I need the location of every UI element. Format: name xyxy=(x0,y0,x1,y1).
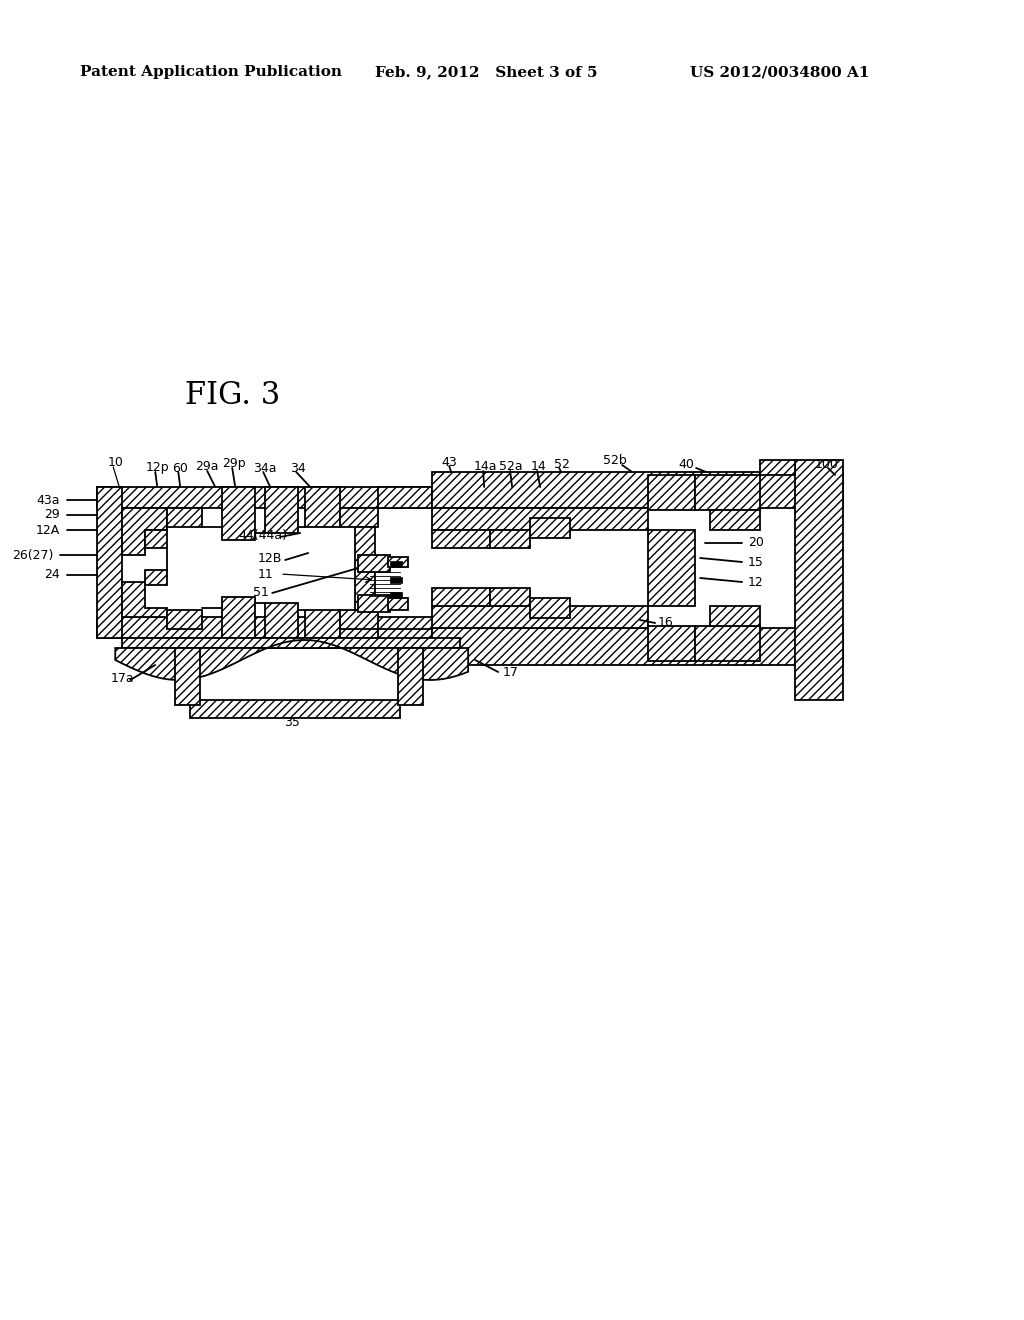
Polygon shape xyxy=(378,630,432,649)
Text: 52a: 52a xyxy=(499,461,523,474)
Polygon shape xyxy=(432,606,648,628)
Polygon shape xyxy=(432,587,490,606)
Polygon shape xyxy=(398,648,423,705)
Polygon shape xyxy=(122,582,167,616)
Polygon shape xyxy=(305,487,340,527)
Text: 29a: 29a xyxy=(196,461,219,474)
Polygon shape xyxy=(530,517,570,539)
Polygon shape xyxy=(432,628,843,665)
Text: 60: 60 xyxy=(172,462,188,474)
Polygon shape xyxy=(122,508,167,554)
Polygon shape xyxy=(222,597,255,638)
Text: 12A: 12A xyxy=(36,524,60,536)
Polygon shape xyxy=(490,587,530,606)
Polygon shape xyxy=(358,595,390,612)
Polygon shape xyxy=(167,508,203,527)
Polygon shape xyxy=(190,700,400,718)
Polygon shape xyxy=(265,603,298,638)
Text: 14: 14 xyxy=(531,461,547,474)
Text: FIG. 3: FIG. 3 xyxy=(185,380,281,411)
Polygon shape xyxy=(340,610,378,630)
Polygon shape xyxy=(490,531,530,548)
Polygon shape xyxy=(305,610,340,638)
Text: 34a: 34a xyxy=(253,462,276,474)
Polygon shape xyxy=(388,557,409,568)
Text: 16: 16 xyxy=(658,616,674,630)
Text: US 2012/0034800 A1: US 2012/0034800 A1 xyxy=(690,65,869,79)
Polygon shape xyxy=(432,531,490,548)
Text: 20: 20 xyxy=(749,536,764,549)
Text: 40: 40 xyxy=(678,458,694,470)
Text: 51: 51 xyxy=(253,586,269,598)
Polygon shape xyxy=(97,487,485,508)
Polygon shape xyxy=(695,626,760,661)
Polygon shape xyxy=(145,570,167,585)
Polygon shape xyxy=(355,527,375,610)
Text: 29p: 29p xyxy=(222,458,246,470)
Text: 100: 100 xyxy=(815,458,839,470)
Polygon shape xyxy=(97,616,485,638)
Text: 17a: 17a xyxy=(111,672,134,685)
Text: 26(27): 26(27) xyxy=(12,549,53,561)
Polygon shape xyxy=(222,487,255,540)
Bar xyxy=(390,561,402,568)
Bar xyxy=(390,591,402,598)
Polygon shape xyxy=(648,475,695,510)
Text: 11: 11 xyxy=(257,568,273,581)
Polygon shape xyxy=(648,531,695,606)
Polygon shape xyxy=(432,473,843,508)
Polygon shape xyxy=(432,508,648,531)
Polygon shape xyxy=(710,606,760,626)
Text: 12p: 12p xyxy=(145,462,169,474)
Polygon shape xyxy=(122,638,460,648)
Text: 14a: 14a xyxy=(474,461,498,474)
Polygon shape xyxy=(265,487,298,533)
Text: Patent Application Publication: Patent Application Publication xyxy=(80,65,342,79)
Polygon shape xyxy=(145,531,167,548)
Polygon shape xyxy=(695,475,760,510)
Text: 12: 12 xyxy=(749,576,764,589)
Text: 43: 43 xyxy=(441,455,457,469)
Text: 29: 29 xyxy=(44,508,60,521)
Text: 52b: 52b xyxy=(603,454,627,467)
Polygon shape xyxy=(378,487,432,508)
Bar xyxy=(390,577,402,583)
Polygon shape xyxy=(710,510,760,531)
Text: 34: 34 xyxy=(290,462,306,474)
Polygon shape xyxy=(530,598,570,618)
Polygon shape xyxy=(340,508,378,527)
Polygon shape xyxy=(97,487,122,638)
Polygon shape xyxy=(648,626,695,661)
Text: 52: 52 xyxy=(554,458,570,470)
Polygon shape xyxy=(167,610,203,630)
Text: 12B: 12B xyxy=(257,552,282,565)
Text: Feb. 9, 2012   Sheet 3 of 5: Feb. 9, 2012 Sheet 3 of 5 xyxy=(375,65,598,79)
Polygon shape xyxy=(358,554,390,572)
Text: 44(44a): 44(44a) xyxy=(239,528,287,541)
Polygon shape xyxy=(175,648,201,705)
Polygon shape xyxy=(388,598,409,610)
Text: 24: 24 xyxy=(44,569,60,582)
Text: 43a: 43a xyxy=(37,494,60,507)
Text: 15: 15 xyxy=(749,556,764,569)
Polygon shape xyxy=(116,640,468,680)
Polygon shape xyxy=(795,459,843,700)
Text: 17: 17 xyxy=(503,665,519,678)
Polygon shape xyxy=(760,459,795,475)
Text: 10: 10 xyxy=(108,457,123,470)
Text: 35: 35 xyxy=(285,715,300,729)
